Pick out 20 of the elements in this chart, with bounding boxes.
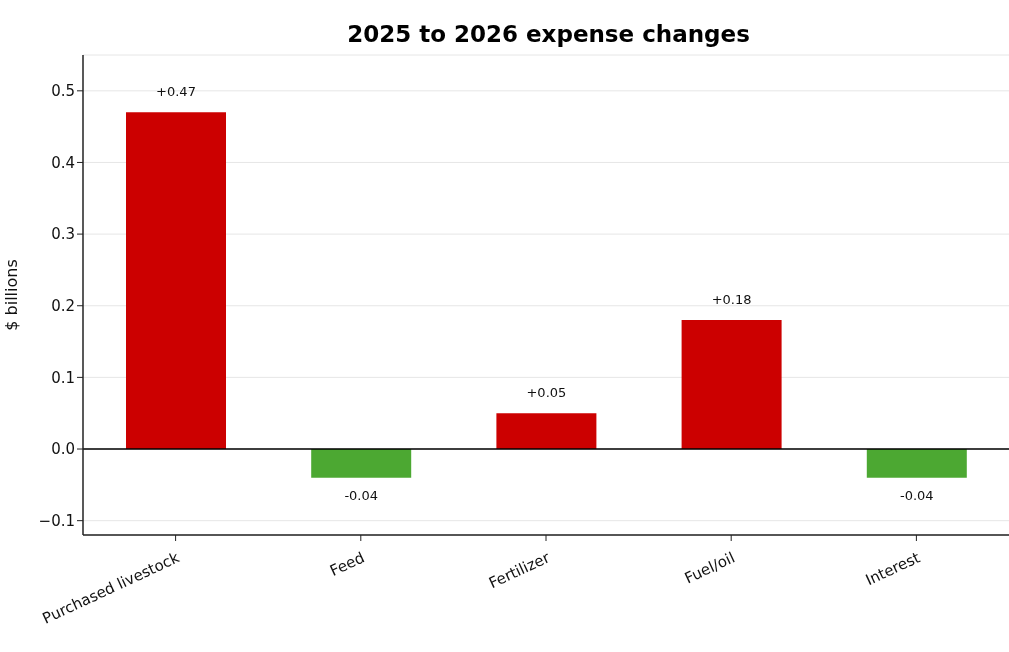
bar — [496, 413, 597, 450]
y-tick-label: 0.1 — [51, 368, 75, 387]
data-label: -0.04 — [899, 487, 934, 503]
bar — [681, 320, 782, 450]
data-label: +0.05 — [526, 385, 567, 401]
y-tick-label: 0.2 — [51, 297, 75, 316]
bar — [126, 112, 226, 450]
y-tick-label: 0.5 — [51, 82, 75, 101]
chart-title: 2025 to 2026 expense changes — [346, 20, 751, 49]
y-tick-label: 0.4 — [51, 153, 75, 172]
y-tick-label: −0.1 — [38, 512, 75, 530]
y-tick-label: 0.3 — [51, 225, 75, 244]
bar — [311, 449, 412, 478]
y-axis-title: $ billions — [1, 259, 21, 331]
data-label: +0.47 — [156, 84, 196, 100]
bar — [866, 449, 967, 478]
x-tick-label: Feed — [327, 548, 368, 580]
data-label: -0.04 — [344, 487, 379, 503]
y-tick-label: 0.0 — [51, 440, 75, 459]
data-label: +0.18 — [711, 292, 752, 308]
